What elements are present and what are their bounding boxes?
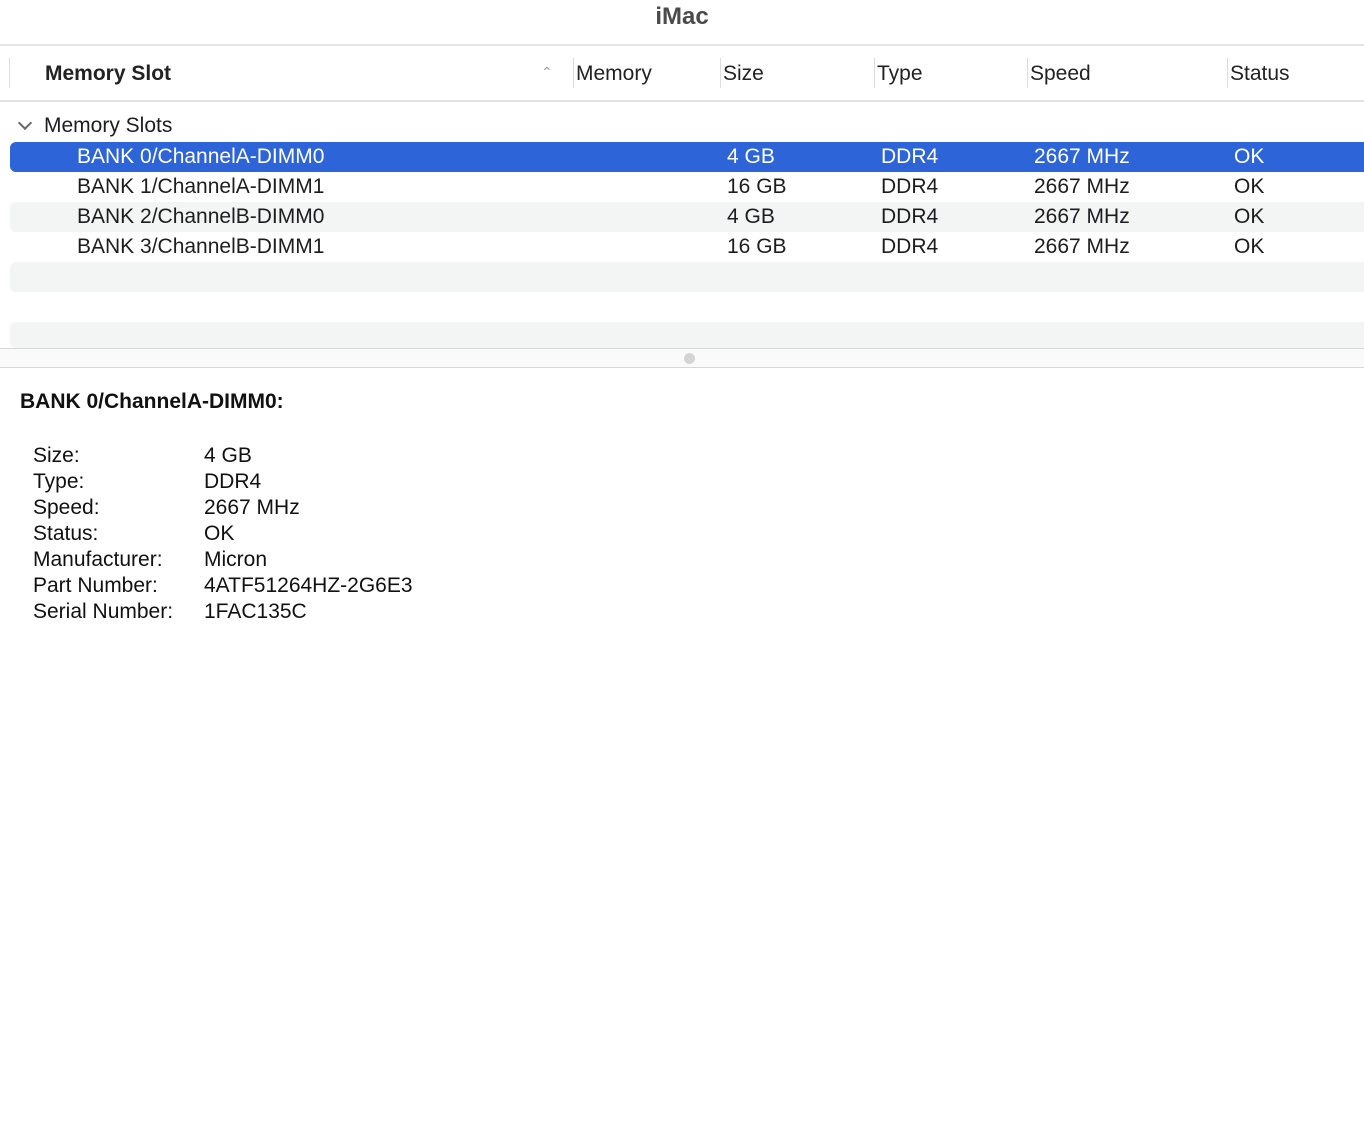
detail-label: Manufacturer: [33,548,163,571]
detail-value: OK [204,522,235,545]
column-header-speed[interactable]: Speed [1030,62,1091,85]
detail-label: Type: [33,470,85,493]
detail-label: Size: [33,444,80,467]
detail-value: 4ATF51264HZ-2G6E3 [204,574,413,597]
column-header-status[interactable]: Status [1230,62,1290,85]
sort-ascending-icon[interactable]: ⌃ [541,64,553,80]
cell-size: 16 GB [727,235,787,258]
cell-slot: BANK 0/ChannelA-DIMM0 [77,145,325,168]
detail-item: Size: 4 GB [33,443,252,469]
cell-speed: 2667 MHz [1034,235,1130,258]
detail-item: Serial Number: 1FAC135C [33,599,307,625]
detail-value: 1FAC135C [204,600,307,623]
cell-speed: 2667 MHz [1034,145,1130,168]
group-label: Memory Slots [44,114,173,137]
chevron-down-icon[interactable] [17,115,33,131]
empty-row [10,262,1364,292]
detail-label: Status: [33,522,99,545]
table-header: Memory Slot Memory Size Type Speed Statu… [0,48,1364,102]
cell-speed: 2667 MHz [1034,205,1130,228]
table-row[interactable]: BANK 3/ChannelB-DIMM1 16 GB DDR4 2667 MH… [10,232,1364,262]
cell-type: DDR4 [881,205,939,228]
cell-slot: BANK 2/ChannelB-DIMM0 [77,205,325,228]
detail-title: BANK 0/ChannelA-DIMM0: [20,390,284,413]
column-header-size[interactable]: Size [723,62,764,85]
table-row[interactable]: BANK 0/ChannelA-DIMM0 4 GB DDR4 2667 MHz… [10,142,1364,172]
cell-speed: 2667 MHz [1034,175,1130,198]
cell-slot: BANK 3/ChannelB-DIMM1 [77,235,325,258]
detail-value: 2667 MHz [204,496,300,519]
cell-type: DDR4 [881,175,939,198]
cell-size: 4 GB [727,145,775,168]
cell-size: 4 GB [727,205,775,228]
column-separator[interactable] [9,58,10,88]
detail-value: Micron [204,548,268,571]
cell-status: OK [1234,235,1265,258]
column-separator[interactable] [573,58,574,88]
group-row-memory-slots[interactable]: Memory Slots [17,113,173,139]
column-header-memory[interactable]: Memory [576,62,652,85]
column-separator[interactable] [1227,58,1228,88]
table-row[interactable]: BANK 2/ChannelB-DIMM0 4 GB DDR4 2667 MHz… [10,202,1364,232]
column-header-type[interactable]: Type [877,62,923,85]
detail-item: Part Number: 4ATF51264HZ-2G6E3 [33,573,413,599]
divider-handle-icon[interactable] [684,353,695,364]
column-header-memory-slot[interactable]: Memory Slot [45,62,172,85]
detail-item: Speed: 2667 MHz [33,495,300,521]
cell-status: OK [1234,175,1265,198]
detail-label: Serial Number: [33,600,174,623]
table-row[interactable]: BANK 1/ChannelA-DIMM1 16 GB DDR4 2667 MH… [10,172,1364,202]
detail-label: Speed: [33,496,100,519]
detail-item: Manufacturer: Micron [33,547,267,573]
detail-value: DDR4 [204,470,262,493]
cell-size: 16 GB [727,175,787,198]
column-separator[interactable] [720,58,721,88]
detail-item: Type: DDR4 [33,469,261,495]
detail-value: 4 GB [204,444,252,467]
cell-status: OK [1234,205,1265,228]
cell-slot: BANK 1/ChannelA-DIMM1 [77,175,325,198]
column-separator[interactable] [1027,58,1028,88]
split-view-divider[interactable] [0,348,1364,368]
cell-status: OK [1234,145,1265,168]
cell-type: DDR4 [881,235,939,258]
detail-label: Part Number: [33,574,158,597]
column-separator[interactable] [874,58,875,88]
detail-item: Status: OK [33,521,234,547]
cell-type: DDR4 [881,145,939,168]
window-title: iMac [0,0,1364,46]
empty-row [10,322,1364,348]
